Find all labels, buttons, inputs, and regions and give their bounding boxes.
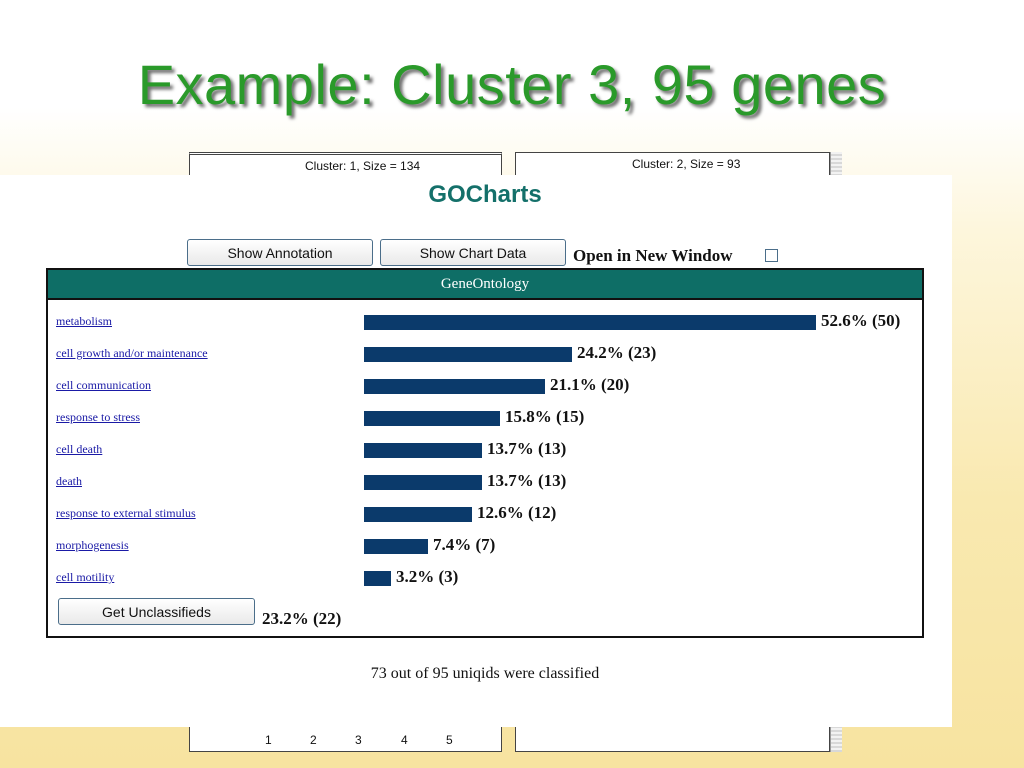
- gocharts-title: GOCharts: [428, 181, 542, 208]
- bar: [364, 443, 482, 458]
- cluster-1-caption: Cluster: 1, Size = 134: [305, 159, 421, 173]
- bar-value-label: 13.7% (13): [487, 439, 567, 458]
- cluster-x-axis: 1 2 3 4 5: [189, 733, 502, 751]
- slide-title: Example: Cluster 3, 95 genes: [137, 53, 887, 116]
- get-unclassifieds-button[interactable]: Get Unclassifieds: [58, 598, 255, 625]
- classification-summary: 73 out of 95 uniqids were classified: [370, 665, 600, 682]
- category-link[interactable]: morphogenesis: [56, 538, 129, 552]
- chart-header: GeneOntology: [48, 270, 922, 300]
- geneontology-chart: GeneOntology metabolism 52.6% (50) cell gr…: [46, 268, 924, 638]
- category-link[interactable]: response to stress: [56, 410, 140, 424]
- axis-tick: 1: [265, 733, 272, 747]
- category-link[interactable]: cell death: [56, 442, 103, 456]
- axis-tick: 5: [446, 733, 453, 747]
- bar-value-label: 7.4% (7): [433, 535, 496, 554]
- axis-tick: 2: [310, 733, 317, 747]
- bar-value-label: 13.7% (13): [487, 471, 567, 490]
- show-annotation-button[interactable]: Show Annotation: [187, 239, 373, 266]
- gocharts-panel: GOCharts Show Annotation Show Chart Data…: [0, 175, 952, 727]
- bar: [364, 571, 391, 586]
- bar-value-label: 24.2% (23): [577, 343, 657, 362]
- bar-value-label: 21.1% (20): [550, 375, 630, 394]
- open-new-window-checkbox[interactable]: [765, 249, 778, 262]
- category-link[interactable]: cell motility: [56, 570, 115, 584]
- category-link[interactable]: death: [56, 474, 82, 488]
- category-link[interactable]: metabolism: [56, 314, 112, 328]
- bar: [364, 539, 428, 554]
- bar: [364, 411, 500, 426]
- bar-value-label: 52.6% (50): [821, 311, 901, 330]
- category-link[interactable]: cell growth and/or maintenance: [56, 346, 208, 360]
- axis-tick: 4: [401, 733, 408, 747]
- open-new-window-label: Open in New Window: [573, 246, 733, 265]
- category-link[interactable]: response to external stimulus: [56, 506, 196, 520]
- axis-tick: 3: [355, 733, 362, 747]
- category-link[interactable]: cell communication: [56, 378, 151, 392]
- bar-value-label: 12.6% (12): [477, 503, 557, 522]
- unclassified-value: 23.2% (22): [262, 609, 342, 628]
- show-chart-data-button[interactable]: Show Chart Data: [380, 239, 566, 266]
- bar: [364, 379, 545, 394]
- cluster-2-caption: Cluster: 2, Size = 93: [632, 157, 741, 171]
- bar: [364, 347, 572, 362]
- bar-value-label: 3.2% (3): [396, 567, 459, 586]
- bar: [364, 315, 816, 330]
- bar: [364, 475, 482, 490]
- bar: [364, 507, 472, 522]
- bar-value-label: 15.8% (15): [505, 407, 585, 426]
